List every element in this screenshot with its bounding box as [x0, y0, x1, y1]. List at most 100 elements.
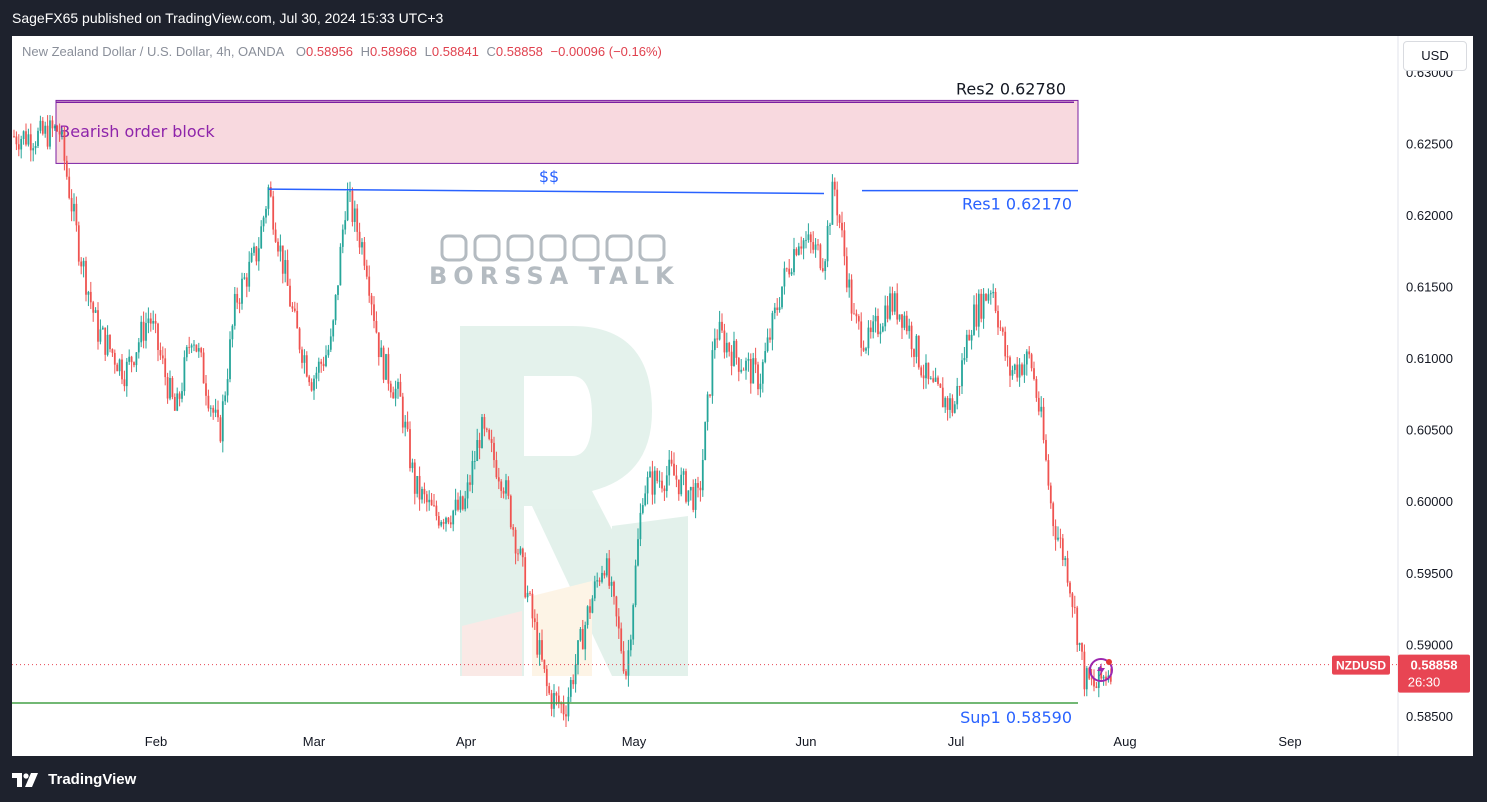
- candle: [586, 605, 589, 629]
- candle: [843, 222, 846, 266]
- candle: [987, 288, 990, 304]
- candle: [181, 382, 183, 403]
- candle: [879, 323, 882, 344]
- candlestick-series[interactable]: [13, 115, 1112, 727]
- candle: [701, 449, 704, 497]
- currency-button[interactable]: USD: [1403, 41, 1467, 71]
- candle: [613, 580, 615, 605]
- candle: [169, 370, 171, 401]
- chart-canvas[interactable]: BORSSA TALK Bearish order block Res2 0.627…: [12, 36, 1473, 756]
- candle: [826, 220, 829, 268]
- candle: [457, 492, 459, 512]
- candle: [915, 334, 918, 364]
- candle: [337, 285, 339, 301]
- sup1-label: Sup1 0.58590: [960, 708, 1072, 727]
- candle: [529, 590, 531, 596]
- candle: [807, 223, 810, 243]
- candle: [377, 332, 380, 366]
- candle: [644, 485, 647, 507]
- candle: [466, 474, 469, 509]
- candle: [58, 123, 61, 142]
- candle: [370, 292, 373, 316]
- res2-label: Res2 0.62780: [956, 79, 1066, 98]
- candle: [706, 391, 709, 431]
- candle: [329, 328, 332, 353]
- candle: [37, 127, 39, 148]
- candle: [397, 378, 399, 399]
- candle: [567, 687, 570, 722]
- candle: [421, 486, 423, 504]
- candle: [860, 312, 863, 357]
- candle: [193, 340, 195, 352]
- candle: [226, 368, 229, 403]
- candle: [965, 329, 968, 362]
- candle: [231, 324, 234, 348]
- candle: [56, 124, 59, 132]
- candle: [401, 392, 404, 434]
- candle: [680, 467, 683, 497]
- chart-panel[interactable]: BORSSA TALK Bearish order block Res2 0.627…: [12, 36, 1473, 756]
- candle: [620, 622, 623, 654]
- candle: [368, 265, 371, 303]
- candle: [697, 476, 699, 498]
- candle: [581, 619, 584, 650]
- liquidity-trendline[interactable]: [268, 188, 825, 195]
- candle: [209, 405, 212, 417]
- candle: [733, 331, 735, 367]
- candle: [997, 305, 999, 336]
- candle: [262, 215, 265, 232]
- candle: [591, 595, 594, 614]
- candle: [49, 115, 51, 150]
- close-label: C: [486, 44, 496, 59]
- candle: [313, 375, 315, 400]
- candle: [565, 705, 567, 727]
- candle: [188, 336, 191, 354]
- candle: [656, 468, 659, 484]
- candle: [793, 237, 795, 276]
- candle: [339, 243, 342, 286]
- lightning-alert-icon[interactable]: [1088, 657, 1114, 683]
- candle: [1030, 352, 1033, 372]
- price-axis-label: 0.60000: [1406, 494, 1453, 509]
- candle: [68, 168, 71, 200]
- candle: [308, 374, 311, 386]
- candle: [293, 301, 296, 313]
- candle: [598, 577, 601, 587]
- candle: [27, 128, 30, 147]
- candle: [77, 221, 80, 266]
- candle: [819, 243, 822, 271]
- candle: [579, 626, 582, 642]
- candle: [653, 466, 656, 504]
- candle: [303, 349, 306, 374]
- candle: [245, 273, 248, 298]
- high-value: 0.58968: [370, 44, 418, 59]
- candle: [423, 482, 426, 504]
- price-axis-label: 0.59000: [1406, 637, 1453, 652]
- candle: [524, 552, 527, 599]
- candle: [687, 490, 690, 506]
- bearish-order-block-zone[interactable]: [55, 99, 1079, 164]
- candle: [589, 599, 591, 620]
- candle: [771, 310, 774, 351]
- candle: [159, 342, 162, 360]
- candle: [632, 603, 635, 645]
- candle: [1013, 363, 1016, 375]
- candle: [639, 503, 642, 547]
- candle: [449, 515, 452, 529]
- candle: [473, 450, 476, 470]
- candle: [351, 187, 354, 227]
- candle: [941, 377, 944, 408]
- watermark-text: BORSSA TALK: [429, 262, 680, 290]
- candle: [627, 639, 630, 687]
- bar-countdown: 26:30: [1408, 675, 1441, 690]
- candle: [411, 458, 414, 473]
- candle: [1105, 671, 1107, 686]
- candle: [850, 274, 853, 321]
- candle: [1016, 356, 1019, 382]
- candle: [821, 258, 824, 273]
- candle: [725, 332, 728, 358]
- candle: [713, 328, 716, 359]
- candle: [51, 115, 54, 138]
- candle: [1042, 397, 1045, 444]
- candle: [1035, 376, 1038, 402]
